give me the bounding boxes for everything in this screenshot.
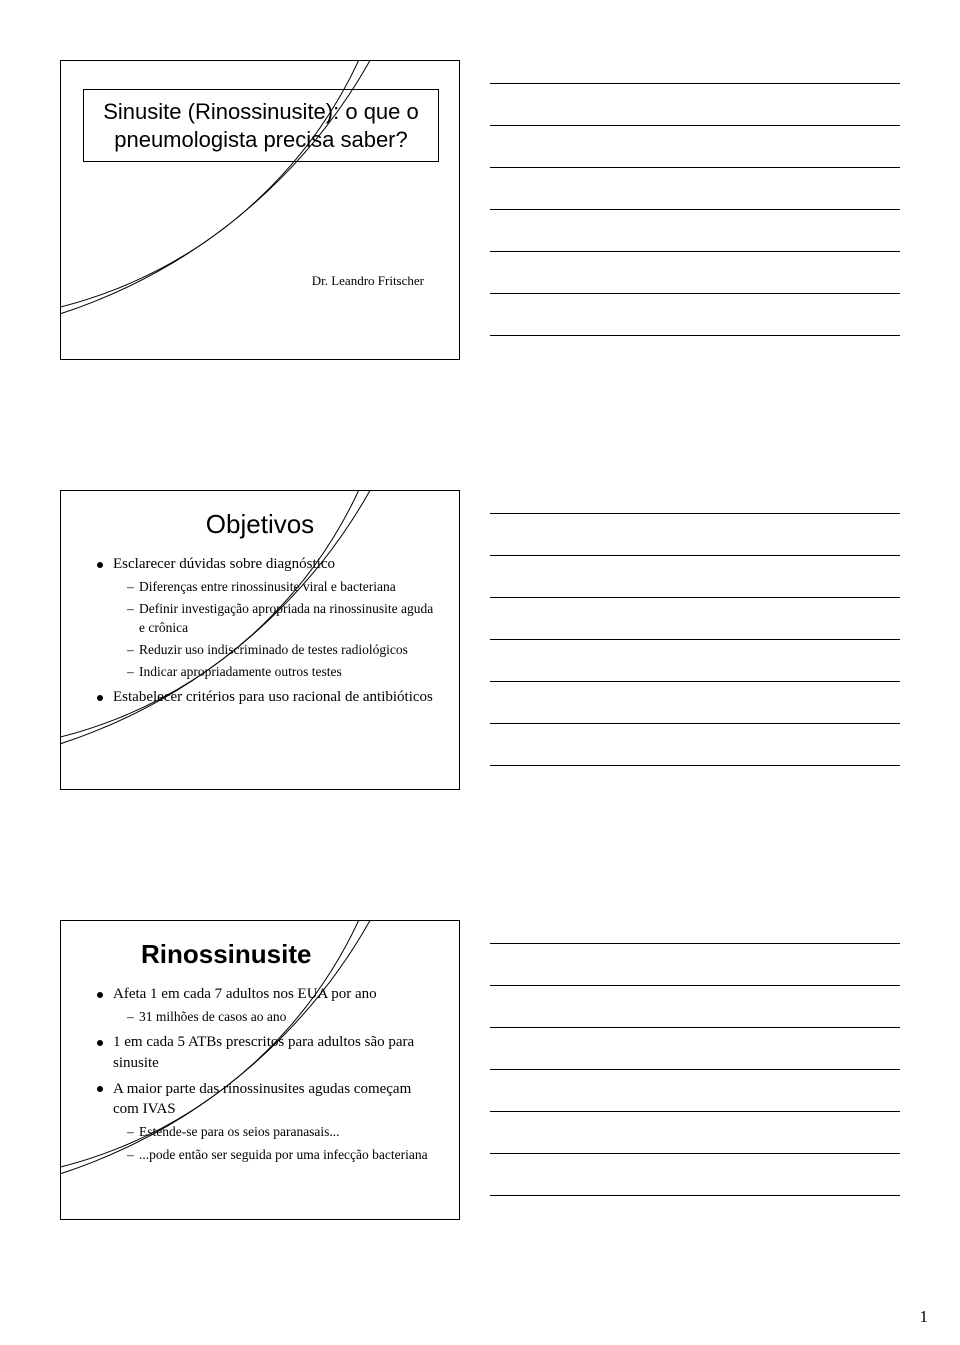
sub-item: ...pode então ser seguida por uma infecç… [127, 1146, 435, 1164]
note-line [490, 294, 900, 336]
note-line [490, 60, 900, 84]
list-item: Esclarecer dúvidas sobre diagnóstico Dif… [97, 554, 435, 681]
note-line [490, 598, 900, 640]
sub-item: 31 milhões de casos ao ano [127, 1008, 435, 1026]
note-line [490, 210, 900, 252]
slide-1-wrap: Sinusite (Rinossinusite): o que o pneumo… [60, 60, 460, 360]
note-line [490, 724, 900, 766]
note-line [490, 682, 900, 724]
slide-1: Sinusite (Rinossinusite): o que o pneumo… [60, 60, 460, 360]
note-line [490, 126, 900, 168]
sub-list: Diferenças entre rinossinusite viral e b… [113, 578, 435, 681]
note-line [490, 640, 900, 682]
handout-row-1: Sinusite (Rinossinusite): o que o pneumo… [0, 60, 960, 360]
note-line [490, 1112, 900, 1154]
notes-area-2 [490, 490, 900, 790]
note-line [490, 514, 900, 556]
bullet-text: Estabelecer critérios para uso racional … [113, 689, 433, 705]
slide-3-wrap: Rinossinusite Afeta 1 em cada 7 adultos … [60, 920, 460, 1220]
slide-1-title-box: Sinusite (Rinossinusite): o que o pneumo… [83, 89, 439, 162]
list-item: Afeta 1 em cada 7 adultos nos EUA por an… [97, 984, 435, 1026]
handout-row-3: Rinossinusite Afeta 1 em cada 7 adultos … [0, 920, 960, 1220]
bullet-text: A maior parte das rinossinusites agudas … [113, 1081, 411, 1117]
sub-list: Estende-se para os seios paranasais... .… [113, 1123, 435, 1163]
note-line [490, 1154, 900, 1196]
sub-item: Indicar apropriadamente outros testes [127, 663, 435, 681]
note-line [490, 556, 900, 598]
note-line [490, 920, 900, 944]
page: Sinusite (Rinossinusite): o que o pneumo… [0, 0, 960, 1345]
slide-1-title: Sinusite (Rinossinusite): o que o pneumo… [94, 98, 428, 153]
note-line [490, 1070, 900, 1112]
sub-item: Reduzir uso indiscriminado de testes rad… [127, 641, 435, 659]
note-line [490, 168, 900, 210]
handout-row-2: Objetivos Esclarecer dúvidas sobre diagn… [0, 490, 960, 790]
sub-list: 31 milhões de casos ao ano [113, 1008, 435, 1026]
slide-3: Rinossinusite Afeta 1 em cada 7 adultos … [60, 920, 460, 1220]
bullet-text: 1 em cada 5 ATBs prescritos para adultos… [113, 1034, 414, 1070]
bullet-text: Esclarecer dúvidas sobre diagnóstico [113, 556, 335, 572]
note-line [490, 1028, 900, 1070]
note-line [490, 84, 900, 126]
note-line [490, 490, 900, 514]
notes-area-3 [490, 920, 900, 1220]
sub-item: Diferenças entre rinossinusite viral e b… [127, 578, 435, 596]
notes-area-1 [490, 60, 900, 360]
sub-item: Definir investigação apropriada na rinos… [127, 600, 435, 636]
note-line [490, 252, 900, 294]
note-line [490, 944, 900, 986]
list-item: 1 em cada 5 ATBs prescritos para adultos… [97, 1032, 435, 1073]
bullet-text: Afeta 1 em cada 7 adultos nos EUA por an… [113, 986, 377, 1002]
sub-item: Estende-se para os seios paranasais... [127, 1123, 435, 1141]
note-line [490, 986, 900, 1028]
list-item: A maior parte das rinossinusites agudas … [97, 1079, 435, 1164]
slide-2-wrap: Objetivos Esclarecer dúvidas sobre diagn… [60, 490, 460, 790]
slide-1-author: Dr. Leandro Fritscher [312, 273, 424, 289]
slide-2: Objetivos Esclarecer dúvidas sobre diagn… [60, 490, 460, 790]
page-number: 1 [920, 1307, 929, 1327]
list-item: Estabelecer critérios para uso racional … [97, 687, 435, 707]
